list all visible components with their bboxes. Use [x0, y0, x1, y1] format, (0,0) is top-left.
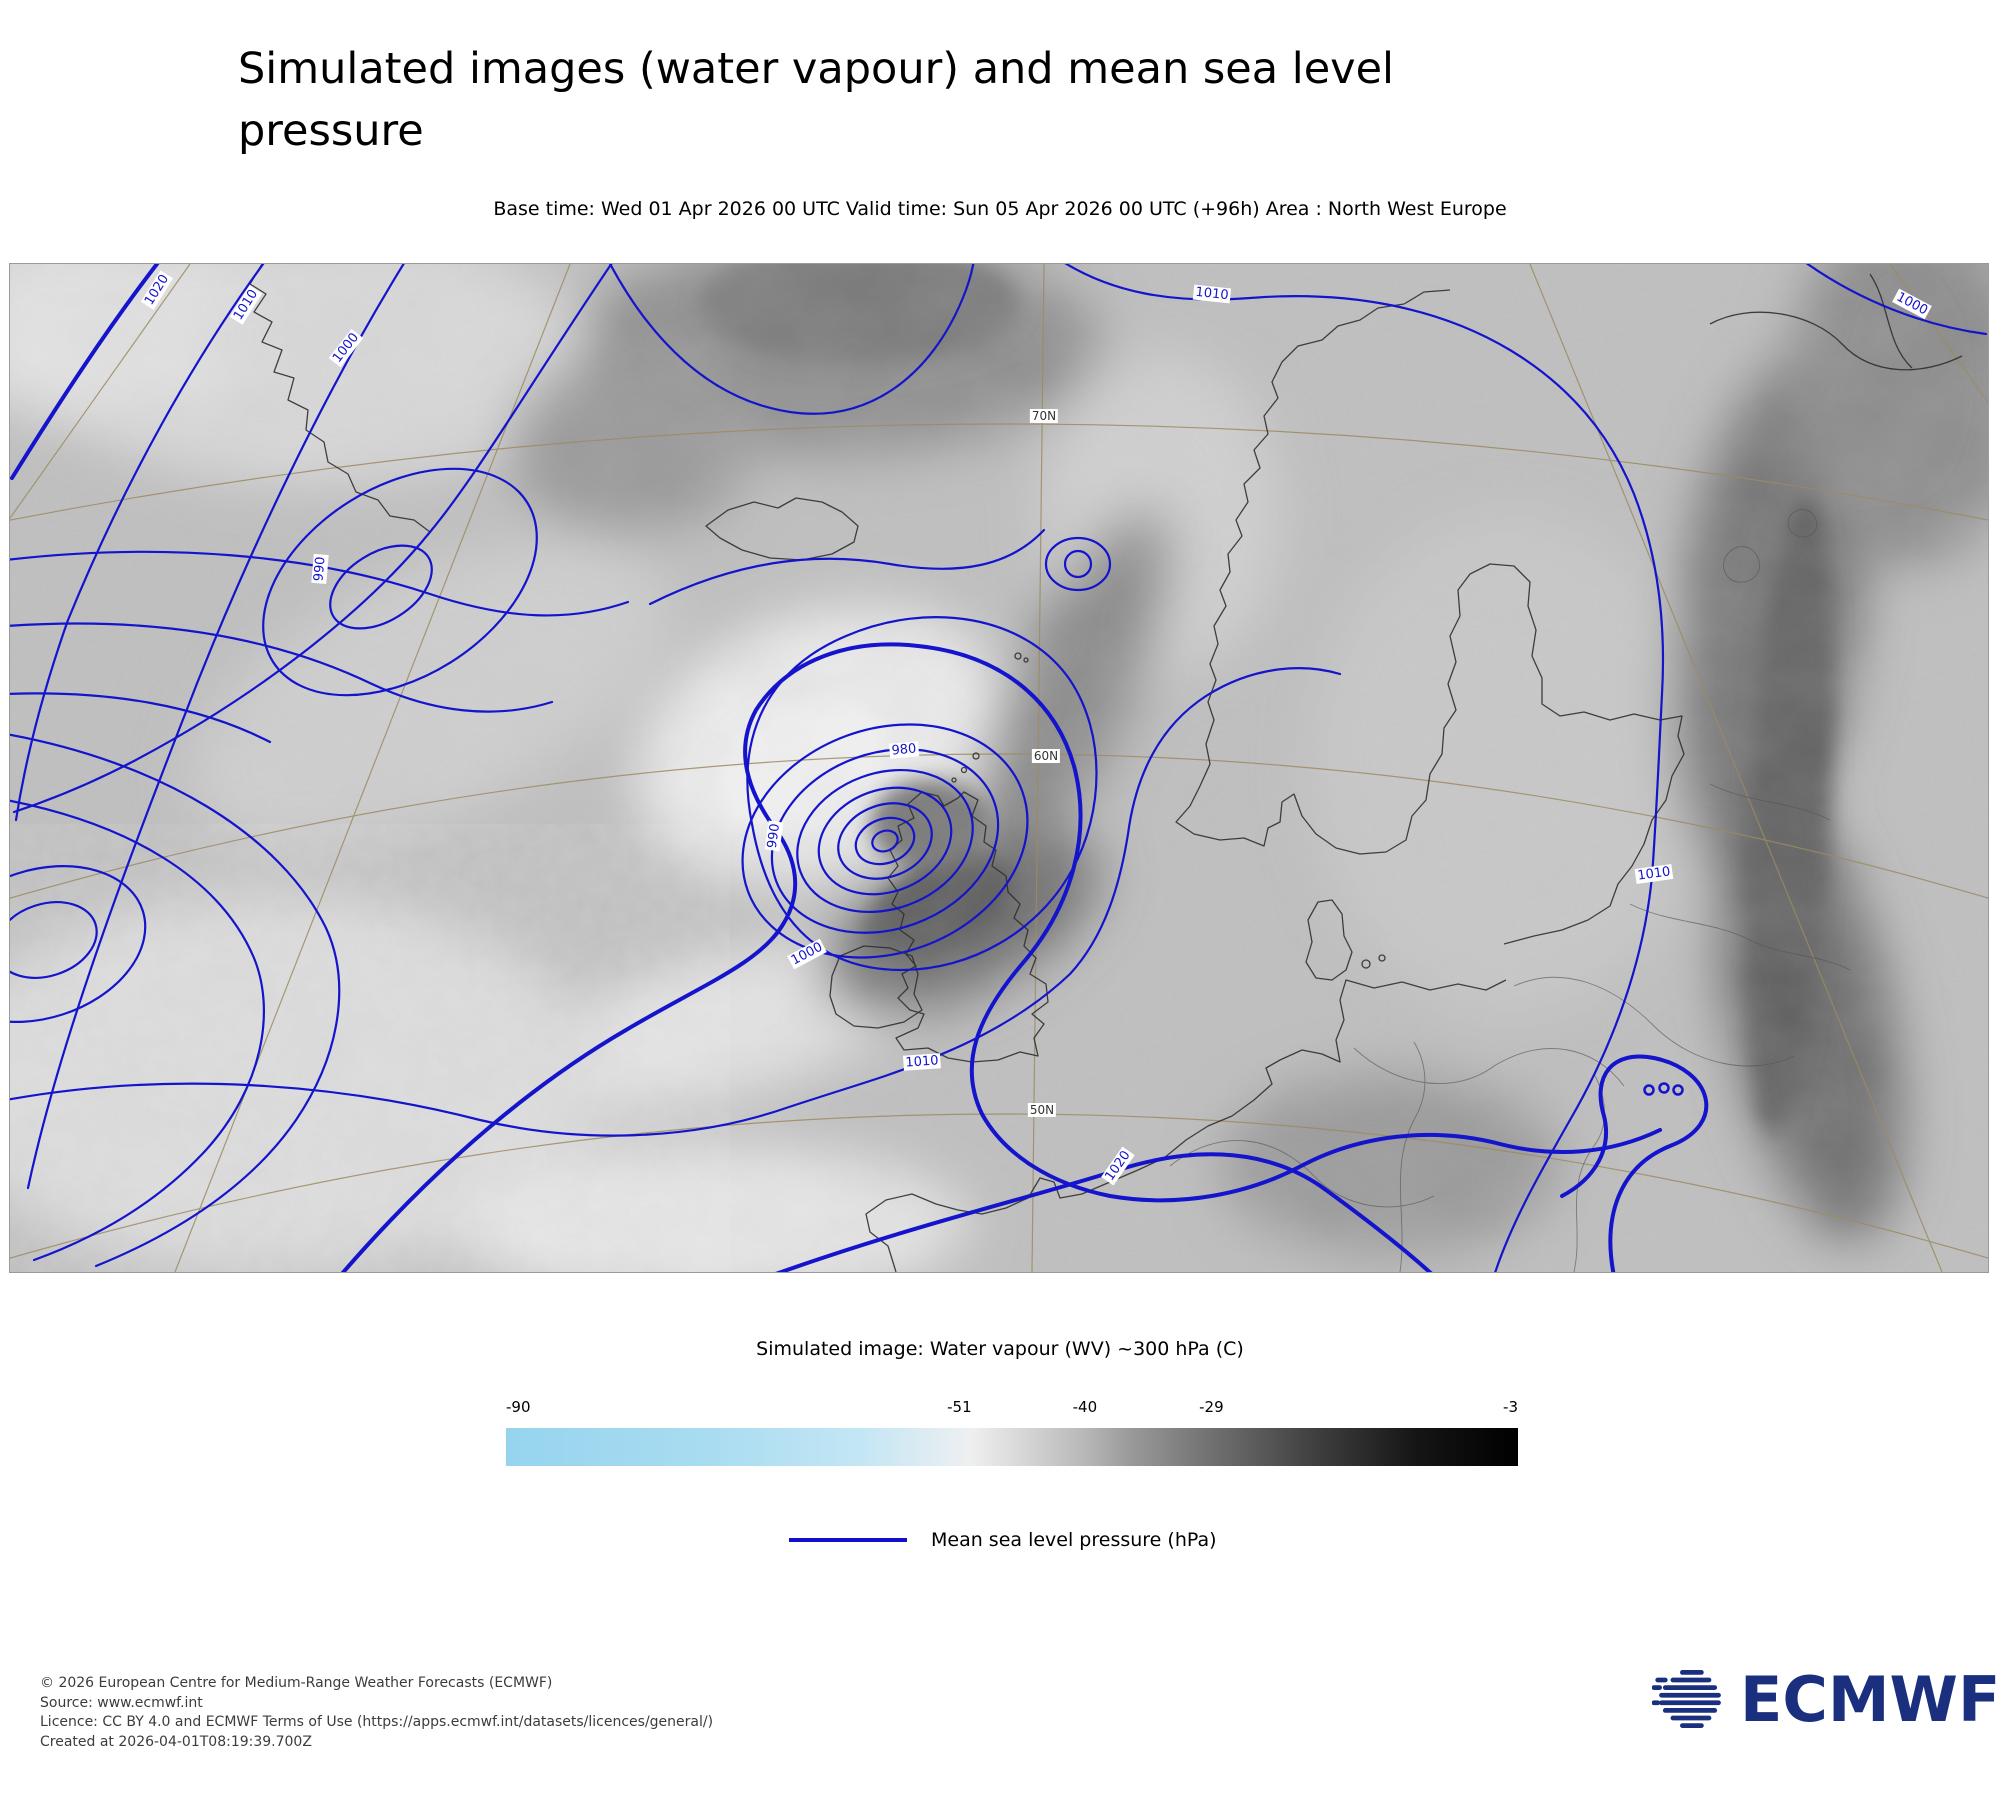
isobar-label: 980: [888, 741, 920, 759]
weather-map: 1020 1010 1000 990 1010 1000 980 990 1000 1010 102…: [9, 263, 1989, 1273]
ecmwf-logo-text: ECMWF: [1740, 1662, 2000, 1736]
footer-source: Source: www.ecmwf.int: [40, 1694, 203, 1711]
wv-speckle: [10, 824, 730, 1272]
colorbar-tick: -90: [506, 1398, 531, 1416]
isobar-label: 1010: [902, 1053, 942, 1071]
colorbar-title: Simulated image: Water vapour (WV) ~300 …: [756, 1338, 1244, 1360]
graticule: [10, 264, 1988, 1272]
colorbar-ticks: -90 -51 -40 -29 -3: [506, 1398, 1518, 1418]
isobars: [10, 264, 1988, 1272]
colorbar: [506, 1428, 1518, 1466]
latitude-label: 60N: [1031, 749, 1061, 763]
footer-licence: Licence: CC BY 4.0 and ECMWF Terms of Us…: [40, 1714, 714, 1730]
colorbar-tick: -3: [1503, 1398, 1518, 1416]
legend: Mean sea level pressure (hPa): [789, 1526, 1217, 1554]
ecmwf-logo-icon: [1652, 1670, 1721, 1728]
footer-copyright: © 2026 European Centre for Medium-Range …: [40, 1675, 553, 1691]
latitude-label: 70N: [1029, 409, 1059, 423]
ecmwf-logo: ECMWF: [1652, 1660, 2000, 1738]
latitude-label: 50N: [1027, 1103, 1057, 1117]
subtitle: Base time: Wed 01 Apr 2026 00 UTC Valid …: [493, 198, 1507, 220]
colorbar-tick: -29: [1199, 1398, 1224, 1416]
isobar-label: 990: [311, 553, 329, 585]
isobar-legend-line: [789, 1538, 907, 1542]
coastlines: [249, 264, 1963, 1272]
footer-created: Created at 2026-04-01T08:19:39.700Z: [40, 1733, 312, 1750]
page-title: Simulated images (water vapour) and mean…: [238, 44, 1395, 157]
footer: © 2026 European Centre for Medium-Range …: [40, 1674, 713, 1752]
legend-label: Mean sea level pressure (hPa): [931, 1529, 1217, 1551]
colorbar-tick: -51: [947, 1398, 972, 1416]
colorbar-tick: -40: [1072, 1398, 1098, 1416]
isobars-bold: [10, 264, 1709, 1272]
water-vapour-imagery: [10, 264, 1988, 1272]
